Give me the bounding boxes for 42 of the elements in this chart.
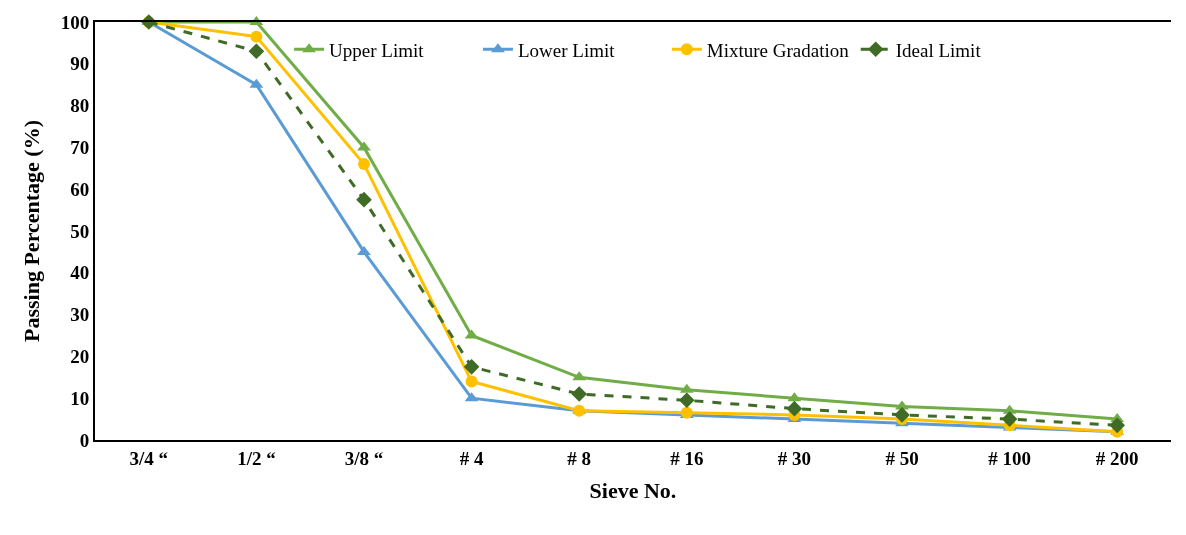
legend-label: Ideal Limit [895,39,982,61]
x-tick-label: # 30 [777,447,812,469]
y-tick-label: 90 [70,53,90,75]
point [571,386,587,402]
y-tick-label: 0 [79,429,90,451]
point [895,400,909,410]
point [357,245,371,255]
point [357,141,371,151]
y-tick-label: 100 [60,11,90,33]
x-tick-label: # 50 [885,447,919,469]
x-tick-label: # 200 [1095,447,1139,469]
point [358,158,370,171]
legend-label: Lower Limit [517,39,616,61]
y-tick-label: 10 [70,387,90,409]
point [250,30,263,43]
y-tick-label: 70 [70,137,90,159]
y-axis-title: Passing Percentage (%) [19,120,44,342]
x-tick-label: # 8 [567,447,592,469]
point [463,359,480,375]
legend-label: Mixture Gradation [706,39,850,61]
x-tick-label: 3/4 “ [129,447,169,469]
x-tick-label: # 16 [670,447,704,469]
point [356,191,372,208]
y-tick-label: 40 [70,262,90,284]
y-tick-label: 60 [70,178,90,200]
point [786,400,803,417]
point [1109,417,1125,434]
point [679,392,695,409]
point [465,375,478,388]
x-tick-label: # 4 [459,447,484,469]
x-tick-label: 3/8 “ [344,447,384,469]
x-tick-label: 1/2 “ [237,447,276,469]
y-tick-label: 20 [70,346,90,368]
x-axis-title: Sieve No. [589,478,677,504]
y-tick-label: 30 [70,304,90,326]
point [248,43,265,60]
y-tick-label: 50 [70,220,90,242]
y-tick-label: 80 [70,95,90,117]
point [1001,411,1018,427]
point [894,407,910,423]
legend-label: Upper Limit [329,39,425,61]
x-tick-label: # 100 [988,447,1031,469]
